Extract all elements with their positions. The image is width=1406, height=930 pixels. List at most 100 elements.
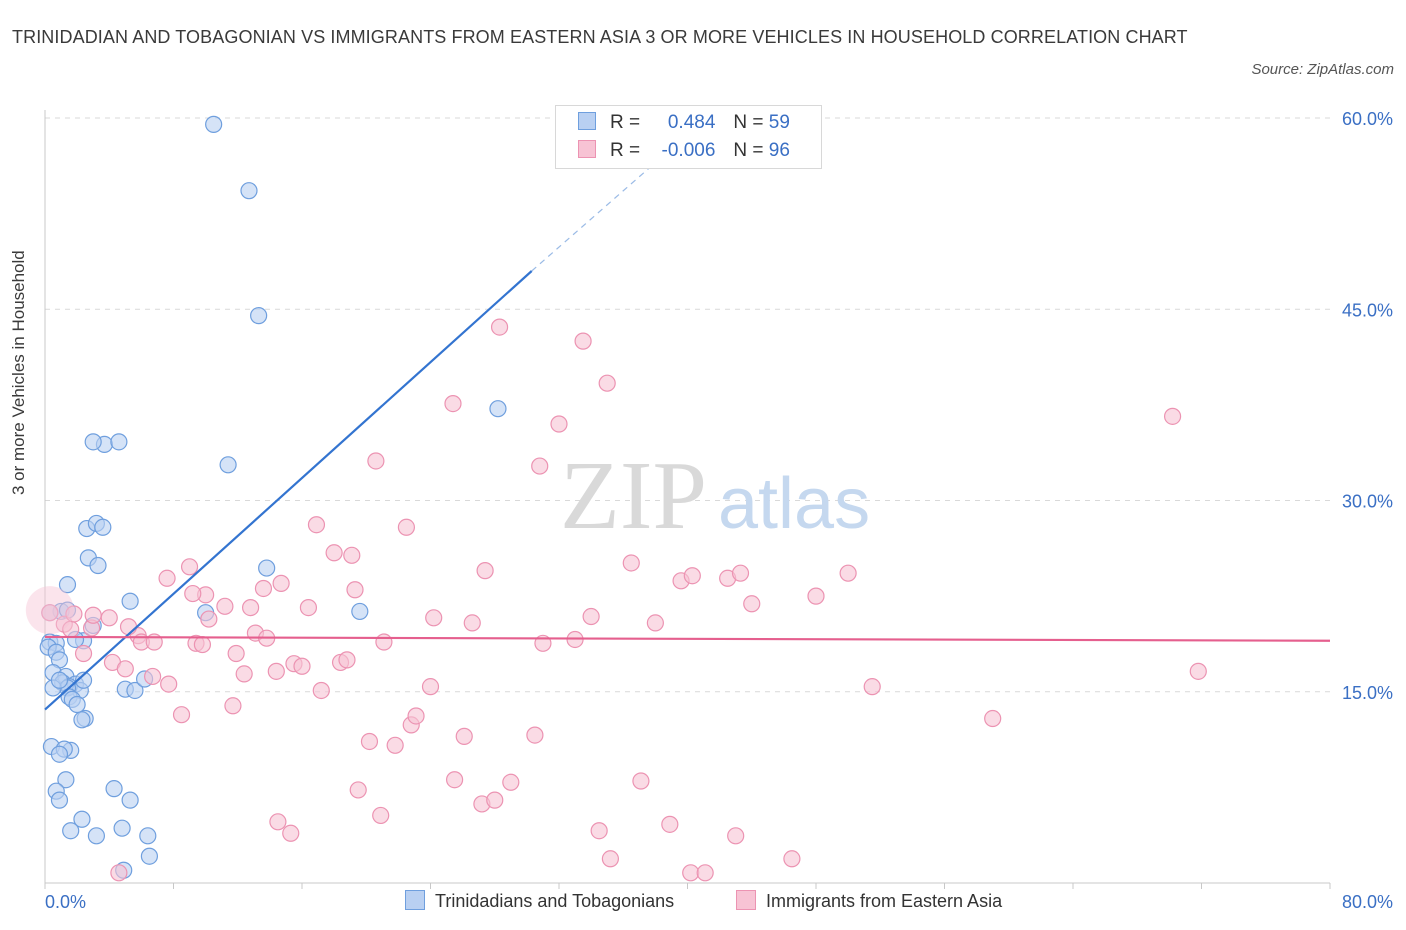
watermark: ZIP atlas	[560, 442, 870, 550]
point-eastern-asia	[367, 452, 385, 470]
point-eastern-asia	[502, 773, 520, 791]
point-eastern-asia	[158, 569, 176, 587]
legend-n-label: N =	[733, 140, 764, 161]
point-eastern-asia	[601, 850, 620, 868]
x-tick-label: 0.0%	[45, 892, 86, 912]
legend-n-value: 96	[768, 140, 790, 161]
y-tick-label: 15.0%	[1342, 683, 1393, 703]
point-eastern-asia	[180, 558, 199, 576]
point-eastern-asia	[743, 595, 761, 613]
point-trinidadians	[73, 810, 91, 828]
point-trinidadians	[94, 518, 112, 536]
trend-line-trinidadians	[44, 270, 533, 711]
point-trinidadians	[50, 745, 69, 763]
point-eastern-asia	[216, 597, 234, 615]
y-tick-label: 60.0%	[1342, 109, 1393, 129]
point-eastern-asia	[661, 815, 679, 833]
trend-lines	[44, 162, 1331, 711]
legend-label-trinidadians: Trinidadians and Tobagonians	[435, 891, 675, 911]
point-eastern-asia	[486, 791, 504, 809]
point-eastern-asia	[455, 727, 473, 745]
point-eastern-asia	[839, 564, 857, 582]
y-tick-label: 45.0%	[1342, 300, 1393, 320]
point-trinidadians	[113, 819, 131, 837]
x-tick-label: 80.0%	[1342, 892, 1393, 912]
point-eastern-asia	[421, 678, 440, 696]
point-eastern-asia	[731, 564, 750, 582]
point-trinidadians	[219, 456, 237, 474]
point-eastern-asia	[863, 678, 881, 696]
point-eastern-asia	[425, 609, 443, 627]
point-trinidadians	[126, 681, 144, 700]
point-eastern-asia	[184, 584, 202, 603]
point-eastern-asia	[144, 667, 162, 686]
legend-n-value: 59	[768, 112, 790, 133]
point-eastern-asia	[41, 604, 59, 622]
point-eastern-asia	[463, 614, 481, 632]
point-eastern-asia	[683, 567, 701, 585]
point-trinidadians	[73, 711, 91, 729]
legend-item-eastern-asia[interactable]: Immigrants from Eastern Asia	[736, 890, 1002, 912]
point-eastern-asia	[476, 562, 494, 580]
series-legend: Trinidadians and Tobagonians Immigrants …	[0, 890, 1406, 916]
point-trinidadians	[84, 433, 102, 451]
point-eastern-asia	[267, 662, 285, 680]
point-eastern-asia	[372, 806, 390, 825]
legend-n-label: N =	[733, 112, 764, 133]
point-eastern-asia	[193, 635, 212, 654]
series-eastern-asia-points	[25, 318, 1207, 882]
point-eastern-asia	[100, 609, 118, 627]
point-trinidadians	[121, 592, 139, 610]
tick-labels: 15.0% 30.0% 45.0% 60.0% 0.0% 80.0%	[45, 109, 1393, 912]
point-trinidadians	[139, 827, 157, 845]
legend-r-value: 0.484	[667, 112, 716, 133]
trend-line-trinidadians-extension	[531, 162, 656, 272]
point-eastern-asia	[343, 546, 361, 564]
point-eastern-asia	[783, 850, 801, 868]
point-trinidadians	[68, 695, 86, 714]
y-tick-label: 30.0%	[1342, 492, 1393, 512]
point-eastern-asia	[531, 457, 549, 475]
legend-swatch-blue	[405, 890, 425, 910]
point-trinidadians	[140, 847, 159, 865]
point-eastern-asia	[574, 332, 592, 350]
point-eastern-asia	[360, 732, 379, 751]
point-eastern-asia	[299, 598, 318, 617]
point-eastern-asia	[224, 697, 242, 715]
point-trinidadians	[110, 433, 128, 451]
point-trinidadians	[57, 771, 75, 789]
point-eastern-asia	[307, 516, 326, 534]
point-eastern-asia	[582, 607, 600, 626]
point-eastern-asia	[116, 660, 134, 678]
point-eastern-asia	[325, 544, 343, 562]
point-eastern-asia	[1163, 407, 1182, 425]
point-eastern-asia	[526, 726, 544, 744]
point-eastern-asia	[110, 864, 128, 882]
point-trinidadians	[105, 780, 123, 798]
point-trinidadians	[489, 400, 507, 418]
point-trinidadians	[58, 576, 77, 594]
point-eastern-asia	[84, 606, 102, 624]
point-eastern-asia	[282, 824, 300, 842]
point-eastern-asia	[590, 822, 608, 840]
legend-item-trinidadians[interactable]: Trinidadians and Tobagonians	[405, 890, 674, 912]
point-trinidadians	[205, 115, 223, 133]
legend-r-label: R =	[610, 112, 641, 133]
point-eastern-asia	[727, 827, 745, 845]
point-eastern-asia	[172, 706, 191, 724]
point-trinidadians	[351, 602, 369, 621]
point-eastern-asia	[622, 554, 640, 572]
point-eastern-asia	[200, 610, 218, 628]
legend-swatch-pink	[578, 140, 596, 158]
point-eastern-asia	[227, 644, 245, 663]
point-trinidadians	[89, 556, 107, 575]
point-eastern-asia	[397, 518, 416, 536]
point-eastern-asia-cluster	[25, 586, 74, 635]
point-eastern-asia	[312, 681, 330, 700]
stats-legend: R = 0.484 N = 59 R = -0.006 N = 96	[555, 105, 822, 169]
point-eastern-asia	[375, 633, 393, 651]
chart-title: TRINIDADIAN AND TOBAGONIAN VS IMMIGRANTS…	[12, 27, 1188, 47]
point-eastern-asia	[807, 587, 825, 605]
point-eastern-asia	[386, 736, 404, 754]
point-trinidadians	[87, 827, 106, 845]
